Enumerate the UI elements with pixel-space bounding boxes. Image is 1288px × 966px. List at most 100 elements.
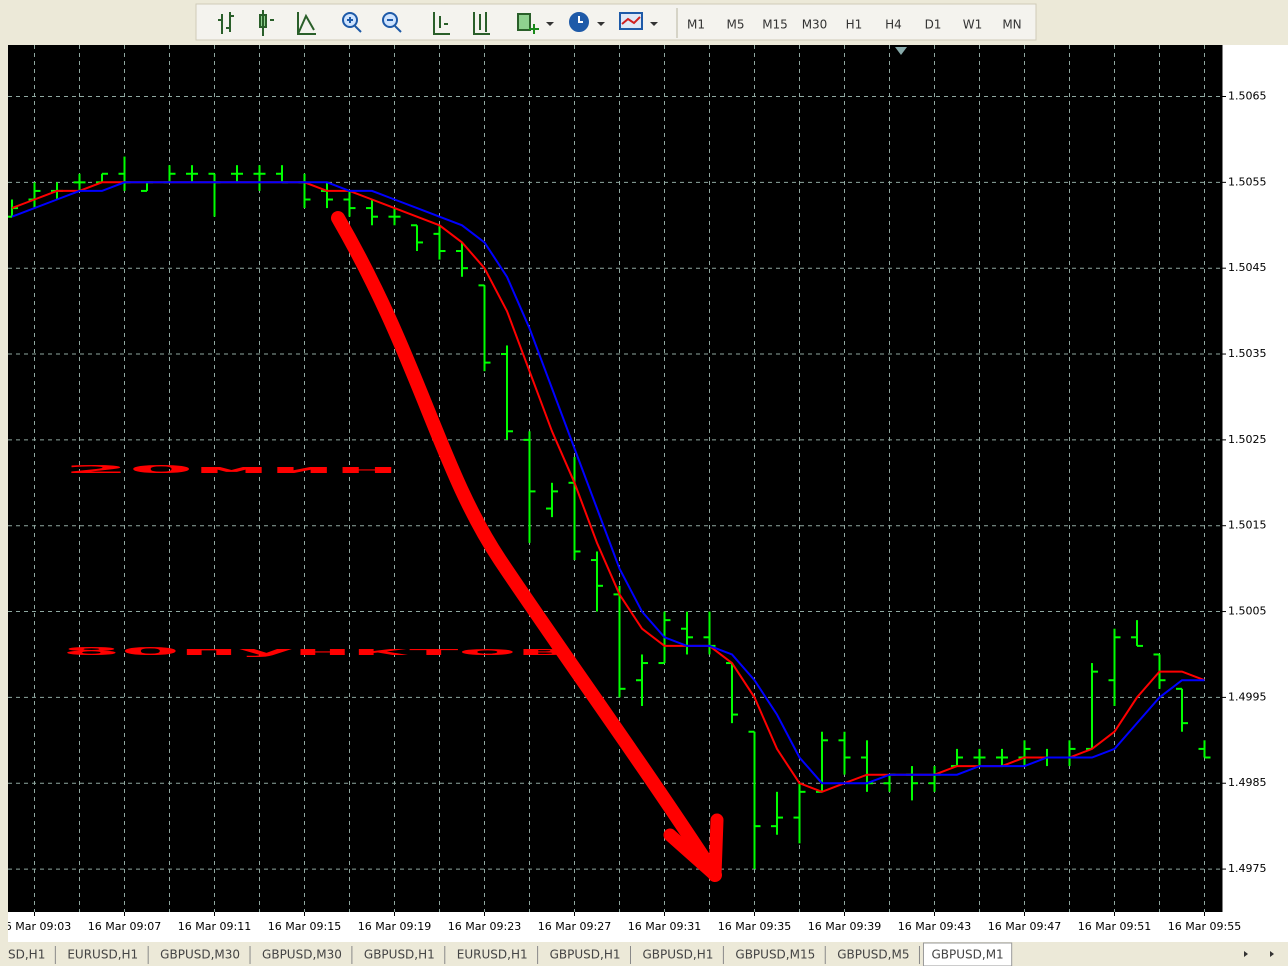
templates-button[interactable]: [619, 12, 658, 30]
timeframe-label: H1: [846, 18, 863, 32]
timeframe-group: M1 M5 M15 M30 H1 H4 D1 W1 MN: [687, 18, 1022, 32]
chart-tab[interactable]: GBPUSD,M15: [727, 943, 826, 966]
ohlc-bar: [748, 730, 761, 870]
chart-tab[interactable]: GBPUSD,M5: [829, 943, 920, 966]
indicators-button[interactable]: [517, 13, 554, 34]
tab-bar: [0, 942, 1288, 966]
ohlc-bar: [1131, 620, 1143, 647]
x-tick-label: 16 Mar 09:27: [538, 920, 611, 933]
x-tick-label: 16 Mar 09:07: [88, 920, 161, 933]
x-tick-label: 16 Mar 09:03: [0, 920, 71, 933]
y-tick-label: 1.5045: [1228, 261, 1267, 274]
chart-tab[interactable]: SD,H1: [0, 943, 56, 966]
ohlc-bar: [771, 791, 783, 835]
zoom-in-button[interactable]: [342, 12, 362, 33]
timeframe-label: D1: [925, 18, 942, 32]
timeframe-label: M1: [687, 18, 705, 32]
ohlc-bar: [591, 551, 603, 612]
timeframe-button[interactable]: MN: [1002, 18, 1021, 32]
ohlc-bar: [433, 225, 446, 260]
timeframe-label: M15: [762, 18, 788, 32]
ohlc-bar: [838, 731, 851, 775]
timeframe-label: M30: [802, 18, 828, 32]
x-tick-label: 16 Mar 09:39: [808, 920, 881, 933]
x-tick-label: 16 Mar 09:35: [718, 920, 791, 933]
price-axis: 1.4975 1.4985 1.4995 1.5005 1.5015 1.5025 1.50…: [1221, 45, 1267, 912]
ohlc-bar: [343, 190, 356, 217]
timeframe-button[interactable]: M30: [802, 18, 828, 32]
ohlc-bar: [501, 345, 513, 440]
tab-label: GBPUSD,M30: [160, 948, 240, 962]
chart-tab[interactable]: GBPUSD,M1: [922, 942, 1013, 966]
tab-group: SD,H1 EURUSD,H1 GBPUSD,M30 GBPUSD,M30 GBPUSD…: [0, 942, 1013, 966]
tab-label: SD,H1: [8, 948, 45, 962]
shift-marker: [895, 47, 907, 55]
shift-button[interactable]: [473, 12, 490, 35]
chart-tab[interactable]: GBPUSD,M30: [254, 943, 353, 966]
annotation-text: 20мин: [64, 463, 399, 476]
ohlc-bar: [253, 165, 266, 191]
chart-tab[interactable]: GBPUSD,H1: [635, 943, 724, 966]
ohlc-bar: [388, 208, 401, 226]
x-tick-label: 16 Mar 09:55: [1168, 920, 1241, 933]
tab-label: GBPUSD,M1: [931, 948, 1003, 962]
y-tick-label: 1.5065: [1228, 90, 1267, 103]
timeframe-label: M5: [727, 18, 745, 32]
ohlc-bar: [1108, 628, 1121, 706]
ohlc-bar: [478, 284, 491, 372]
ohlc-bar: [366, 199, 378, 226]
ohlc-bar: [231, 165, 243, 183]
timeframe-button[interactable]: D1: [925, 18, 942, 32]
arrow: [331, 211, 722, 882]
y-tick-label: 1.4975: [1228, 862, 1267, 875]
moving-average: [11, 181, 1205, 785]
tab-label: GBPUSD,H1: [364, 948, 435, 962]
arrow-head: [663, 813, 724, 882]
timeframe-button[interactable]: H4: [885, 18, 902, 32]
y-tick-label: 1.4995: [1228, 690, 1267, 703]
timeframe-button[interactable]: W1: [963, 18, 983, 32]
zoom-out-button[interactable]: [382, 12, 402, 33]
chart-tab[interactable]: GBPUSD,M30: [152, 943, 251, 966]
periods-button[interactable]: [569, 12, 605, 32]
ohlc-bar: [973, 748, 986, 767]
timeframe-button[interactable]: M5: [727, 18, 745, 32]
chart-tab[interactable]: GBPUSD,H1: [356, 943, 446, 966]
line-button[interactable]: [297, 12, 316, 35]
chart-icons: [218, 10, 658, 36]
timeframe-button[interactable]: M1: [687, 18, 705, 32]
annotation: 20мин 80пунктов: [62, 211, 724, 882]
x-tick-label: 16 Mar 09:23: [448, 920, 521, 933]
timeframe-button[interactable]: M15: [762, 18, 788, 32]
ohlc-bar: [681, 611, 693, 655]
timeframe-label: W1: [963, 18, 983, 32]
plot-area: [8, 45, 1222, 912]
ohlc-bar: [636, 654, 648, 706]
x-tick-label: 16 Mar 09:15: [268, 920, 341, 933]
ohlc-bar: [1176, 687, 1188, 732]
tab-background: [922, 942, 1013, 966]
x-tick-label: 16 Mar 09:47: [988, 920, 1061, 933]
tab-label: GBPUSD,M30: [262, 948, 342, 962]
x-tick-label: 16 Mar 09:43: [898, 920, 971, 933]
y-tick-label: 1.5015: [1228, 519, 1267, 532]
tab-label: GBPUSD,H1: [550, 948, 621, 962]
ohlc-bar: [456, 242, 468, 277]
x-tick-label: 16 Mar 09:11: [178, 920, 251, 933]
tab-label: EURUSD,H1: [67, 948, 138, 962]
ohlc-bar: [1198, 740, 1211, 759]
chart-tab[interactable]: EURUSD,H1: [59, 943, 149, 966]
timeframe-button[interactable]: H1: [846, 18, 863, 32]
time-axis: 16 Mar 09:03 16 Mar 09:07 16 Mar 09:11 16 M…: [0, 912, 1241, 933]
bar-chart-button[interactable]: [218, 12, 234, 34]
x-tick-label: 16 Mar 09:19: [358, 920, 431, 933]
y-tick-label: 1.4985: [1228, 776, 1267, 789]
autoscroll-button[interactable]: [433, 12, 450, 35]
candle-button[interactable]: [259, 10, 274, 36]
x-tick-label: 16 Mar 09:51: [1078, 920, 1151, 933]
chart-tab[interactable]: EURUSD,H1: [449, 943, 539, 966]
plot: [8, 45, 1222, 912]
timeframe-label: H4: [885, 18, 902, 32]
chart-tab[interactable]: GBPUSD,H1: [542, 943, 631, 966]
tab-label: GBPUSD,M15: [735, 948, 815, 962]
